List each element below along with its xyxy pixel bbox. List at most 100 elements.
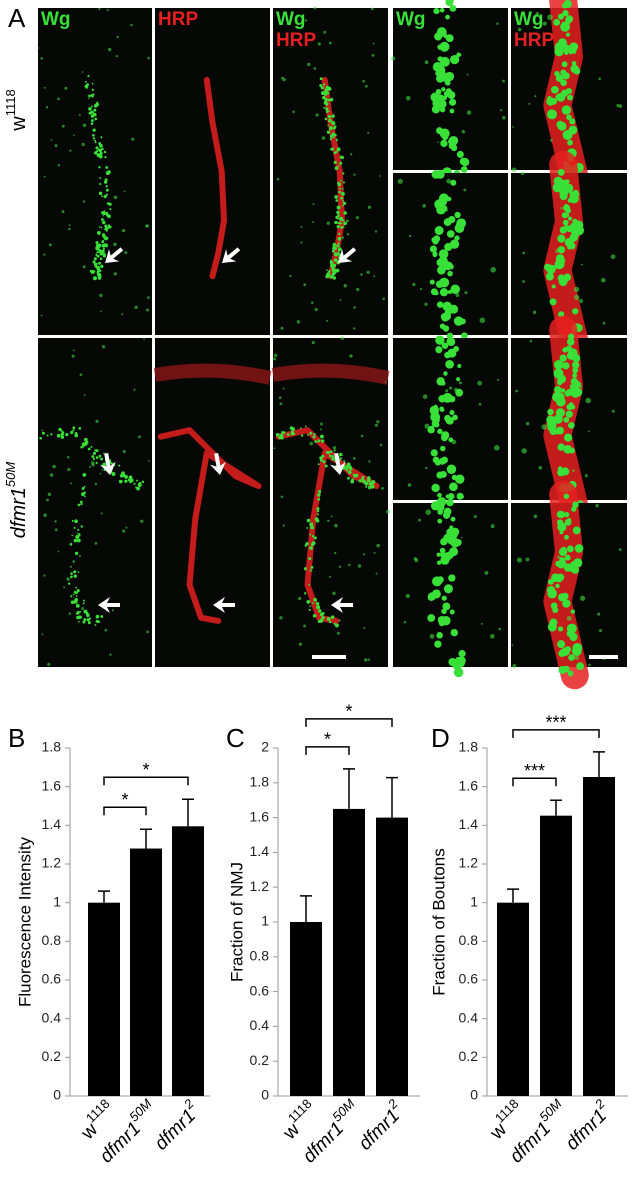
wg-puncta bbox=[570, 560, 577, 568]
wg-background bbox=[113, 242, 117, 247]
wg-puncta bbox=[439, 7, 445, 13]
wg-puncta bbox=[92, 112, 97, 117]
wg-puncta bbox=[329, 259, 332, 262]
wg-puncta bbox=[327, 86, 332, 91]
wg-puncta bbox=[95, 619, 99, 624]
wg-puncta bbox=[75, 586, 77, 589]
wg-puncta bbox=[324, 98, 328, 102]
wg-background bbox=[611, 409, 615, 413]
wg-puncta bbox=[331, 267, 334, 271]
wg-puncta bbox=[456, 377, 461, 382]
wg-puncta bbox=[565, 32, 571, 37]
wg-puncta bbox=[65, 432, 69, 437]
wg-background bbox=[445, 389, 449, 393]
wg-puncta bbox=[84, 437, 88, 442]
wg-background bbox=[49, 473, 54, 477]
wg-puncta bbox=[568, 125, 578, 135]
wg-puncta bbox=[437, 518, 443, 524]
wg-background bbox=[81, 142, 85, 147]
wg-puncta bbox=[340, 179, 342, 182]
wg-background bbox=[371, 53, 375, 57]
arrow bbox=[213, 597, 235, 613]
wg-background bbox=[124, 251, 128, 255]
wg-puncta bbox=[314, 440, 317, 443]
wg-puncta bbox=[555, 408, 565, 418]
wg-background bbox=[338, 565, 342, 568]
wg-background bbox=[367, 132, 370, 135]
wg-background bbox=[341, 454, 344, 457]
wg-puncta bbox=[69, 542, 73, 546]
wg-background bbox=[547, 426, 552, 431]
wg-puncta bbox=[141, 480, 145, 484]
wg-background bbox=[525, 557, 530, 562]
image-panel bbox=[391, 0, 508, 177]
wg-puncta bbox=[448, 305, 454, 311]
hrp-nerve bbox=[153, 363, 272, 385]
wg-puncta bbox=[339, 197, 342, 200]
y-tick-label: 1 bbox=[470, 893, 478, 909]
wg-puncta bbox=[310, 525, 315, 530]
wg-background bbox=[373, 275, 376, 278]
error-bar bbox=[300, 895, 312, 922]
wg-puncta bbox=[447, 270, 453, 277]
image-panel bbox=[273, 6, 388, 335]
wg-puncta bbox=[559, 648, 567, 657]
wg-puncta bbox=[454, 211, 461, 219]
bar bbox=[172, 826, 204, 1096]
wg-puncta bbox=[332, 242, 337, 247]
wg-puncta bbox=[300, 427, 302, 430]
wg-background bbox=[573, 286, 580, 293]
wg-background bbox=[298, 642, 303, 646]
y-tick-label: 1.2 bbox=[250, 878, 270, 894]
error-bar bbox=[182, 798, 194, 827]
wg-puncta bbox=[96, 255, 100, 258]
wg-background bbox=[357, 564, 362, 568]
wg-background bbox=[113, 195, 118, 200]
wg-puncta bbox=[316, 507, 320, 511]
wg-puncta bbox=[96, 231, 101, 235]
wg-puncta bbox=[436, 471, 444, 479]
wg-background bbox=[570, 246, 575, 250]
wg-background bbox=[425, 509, 432, 515]
wg-background bbox=[303, 283, 307, 287]
wg-puncta bbox=[569, 193, 579, 204]
wg-background bbox=[494, 445, 500, 451]
wg-puncta bbox=[127, 478, 130, 482]
wg-puncta bbox=[564, 204, 569, 209]
wg-puncta bbox=[449, 547, 459, 557]
wg-background bbox=[544, 32, 548, 35]
wg-puncta bbox=[129, 475, 132, 478]
wg-puncta bbox=[331, 272, 335, 276]
wg-background bbox=[511, 644, 514, 647]
wg-puncta bbox=[86, 618, 91, 622]
wg-puncta bbox=[444, 308, 452, 316]
wg-puncta bbox=[347, 476, 350, 480]
wg-puncta bbox=[565, 410, 573, 418]
wg-background bbox=[373, 551, 376, 554]
wg-background bbox=[47, 492, 52, 497]
wg-puncta bbox=[321, 454, 325, 458]
wg-puncta bbox=[445, 359, 454, 369]
wg-background bbox=[50, 139, 53, 141]
wg-puncta bbox=[336, 217, 339, 220]
wg-puncta bbox=[326, 91, 330, 95]
wg-puncta bbox=[75, 535, 80, 539]
wg-puncta bbox=[136, 486, 140, 491]
wg-puncta bbox=[94, 141, 97, 144]
panel-label: B bbox=[8, 723, 25, 753]
wg-background bbox=[61, 124, 65, 128]
wg-puncta bbox=[430, 288, 438, 296]
wg-puncta bbox=[342, 201, 347, 205]
wg-background bbox=[82, 200, 86, 203]
wg-puncta bbox=[338, 252, 341, 255]
wg-puncta bbox=[439, 41, 450, 52]
wg-puncta bbox=[556, 120, 564, 129]
wg-puncta bbox=[438, 249, 449, 259]
wg-background bbox=[348, 563, 351, 567]
y-tick-label: 1.4 bbox=[459, 816, 479, 832]
wg-puncta bbox=[103, 194, 107, 199]
wg-puncta bbox=[455, 474, 465, 484]
wg-puncta bbox=[442, 325, 450, 332]
wg-puncta bbox=[550, 85, 559, 94]
wg-puncta bbox=[362, 480, 367, 484]
